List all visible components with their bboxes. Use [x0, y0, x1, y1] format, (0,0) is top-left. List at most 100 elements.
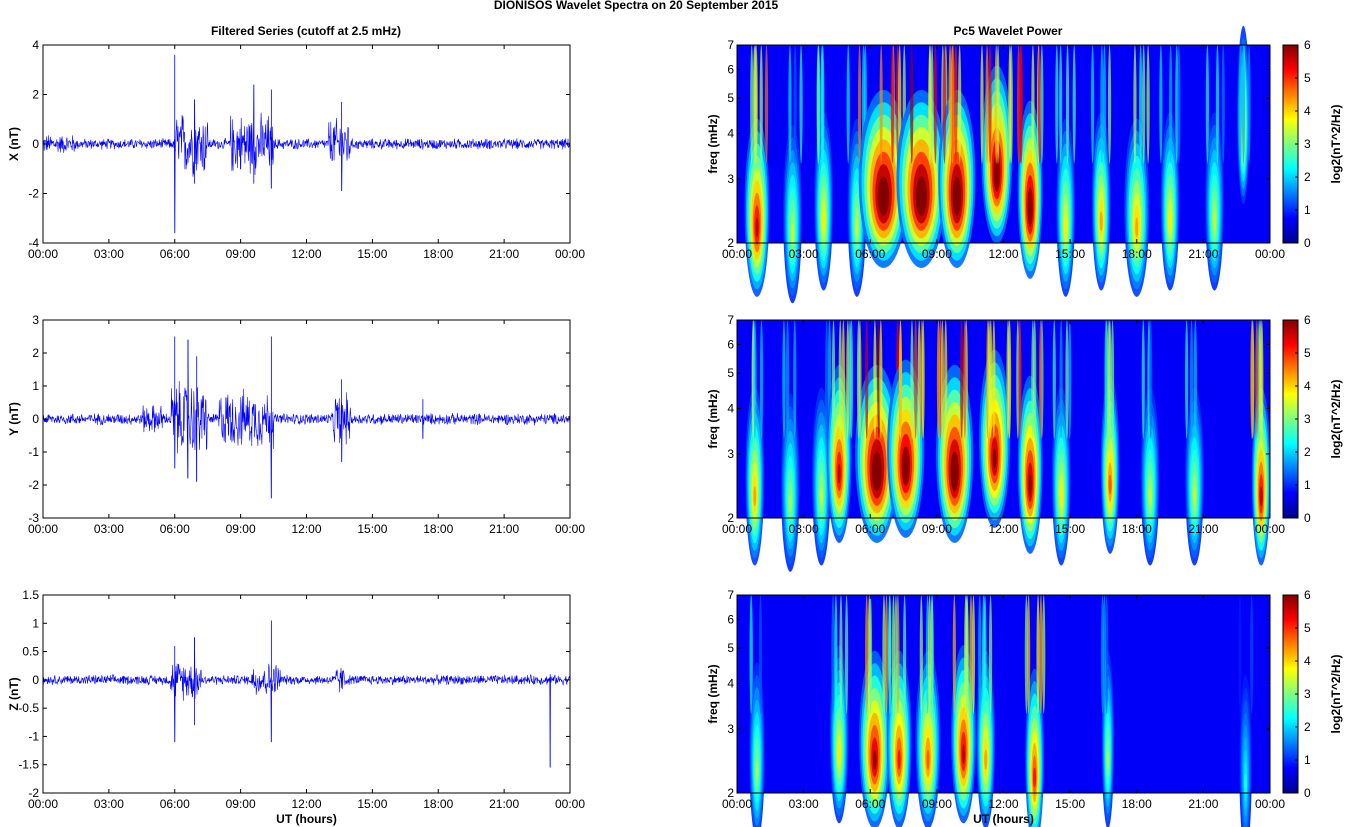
heatmap-cell: [1133, 45, 1137, 164]
colorbar-tick-label: 3: [1304, 687, 1311, 701]
heatmap-cell: [962, 744, 966, 764]
plot-area: [43, 595, 570, 793]
y-tick-label: 0: [32, 412, 39, 426]
heatmap-cell: [759, 320, 764, 439]
y-tick-label: 2: [32, 346, 39, 360]
heatmap-burst: [1237, 25, 1251, 204]
heatmap-cell: [837, 744, 841, 764]
heatmap-cell: [1244, 774, 1248, 794]
colorbar-tick-label: 5: [1304, 621, 1311, 635]
colorbar-tick-label: 3: [1304, 137, 1311, 151]
x-tick-label: 21:00: [489, 522, 519, 536]
heatmap-burst: [749, 595, 765, 827]
heatmap-cell: [834, 595, 838, 714]
heatmap-cell: [749, 595, 753, 714]
heatmap-cell: [992, 320, 996, 439]
heatmap-cell: [874, 463, 880, 484]
heatmap-burst: [826, 320, 854, 544]
colorbar-tick-label: 4: [1304, 379, 1311, 393]
heatmap-cell: [1142, 45, 1146, 164]
x-tick-label: 00:00: [722, 797, 752, 811]
heatmap-burst: [980, 45, 1013, 244]
heatmap-cell: [928, 45, 932, 164]
colorbar-tick-label: 2: [1304, 720, 1311, 734]
heatmap-cell: [1102, 595, 1107, 714]
heatmap-cell: [1108, 474, 1112, 495]
y-tick-label: -1.5: [18, 758, 39, 772]
colorbar-tick-label: 6: [1304, 38, 1311, 52]
heatmap-cell: [1031, 320, 1035, 439]
x-tick-label: 09:00: [226, 522, 256, 536]
heatmap-cell: [755, 761, 759, 782]
heatmap-cell: [919, 595, 923, 714]
heatmap-cell: [1110, 320, 1115, 439]
heatmap-cell: [1064, 217, 1068, 238]
x-tick-label: 00:00: [1255, 247, 1285, 261]
x-tick-label: 06:00: [855, 522, 885, 536]
heatmap-burst: [886, 595, 912, 827]
y-tick-label: 3: [727, 447, 734, 461]
heatmap-cell: [1247, 45, 1251, 164]
heatmap-cell: [928, 595, 932, 714]
y-axis-label: freq (mHz): [706, 114, 720, 173]
heatmap-cell: [1052, 320, 1056, 439]
heatmap-cell: [914, 320, 918, 439]
heatmap-burst: [887, 320, 925, 538]
heatmap-cell: [1065, 45, 1070, 164]
heatmap-cell: [759, 45, 763, 164]
y-tick-label: -2: [28, 786, 39, 800]
heatmap-cell: [1241, 45, 1246, 164]
y-axis-label: freq (mHz): [706, 664, 720, 723]
heatmap-cell: [865, 320, 869, 439]
heatmap-cell: [1250, 320, 1254, 439]
signal-trace: [42, 637, 571, 768]
heatmap-cell: [857, 45, 862, 164]
y-tick-label: 3: [727, 722, 734, 736]
wavelet-panel-3: 2 3 4 5 6 7 freq (mHz) 00:00 03:00 06:00 09:00 12:0…: [706, 588, 1343, 827]
x-tick-label: 18:00: [423, 522, 453, 536]
heatmap-cell: [888, 595, 892, 714]
heatmap-cell: [873, 320, 877, 439]
heatmap-cell: [898, 320, 903, 439]
heatmap-burst: [935, 320, 974, 544]
heatmap-burst: [780, 320, 800, 572]
heatmap-cell: [816, 45, 820, 164]
heatmap-cell: [1072, 45, 1076, 164]
heatmap-cell: [952, 595, 956, 714]
colorbar: 0 1 2 3 4 5 6 log2(nT^2/Hz): [1282, 588, 1343, 800]
heatmap-cell: [1193, 320, 1197, 439]
heatmap-cell: [1192, 486, 1196, 507]
x-tick-label: 15:00: [1055, 797, 1085, 811]
colorbar-tick-label: 3: [1304, 412, 1311, 426]
heatmap-cell: [831, 595, 835, 714]
heatmap-cell: [1040, 45, 1044, 164]
heatmap-burst: [1238, 595, 1254, 827]
colorbar-tick-label: 2: [1304, 445, 1311, 459]
heatmap-cell: [755, 217, 759, 238]
heatmap-cell: [1018, 320, 1022, 439]
x-tick-label: 06:00: [160, 247, 190, 261]
heatmap-cell: [758, 595, 763, 714]
y-tick-label: 2: [727, 511, 734, 525]
heatmap-cell: [985, 45, 989, 164]
x-axis-label: UT (hours): [973, 812, 1034, 826]
heatmap-burst: [1090, 45, 1112, 291]
heatmap-burst: [1024, 595, 1046, 827]
heatmap-burst: [979, 320, 1012, 528]
heatmap-cell: [1159, 45, 1163, 164]
heatmap-cell: [951, 45, 955, 164]
heatmap-cell: [891, 595, 896, 714]
signal-trace: [42, 339, 571, 499]
x-tick-label: 03:00: [789, 797, 819, 811]
colorbar-tick-label: 5: [1304, 71, 1311, 85]
x-tick-label: 12:00: [988, 247, 1018, 261]
heatmap-burst: [1100, 595, 1115, 827]
heatmap-cell: [825, 320, 829, 439]
x-tick-label: 21:00: [1188, 797, 1218, 811]
heatmap-cell: [1102, 45, 1107, 164]
heatmap-burst: [976, 595, 996, 827]
heatmap-cell: [1105, 595, 1109, 714]
signal-trace: [42, 84, 571, 234]
x-tick-label: 12:00: [988, 522, 1018, 536]
heatmap-cell: [1037, 45, 1042, 164]
